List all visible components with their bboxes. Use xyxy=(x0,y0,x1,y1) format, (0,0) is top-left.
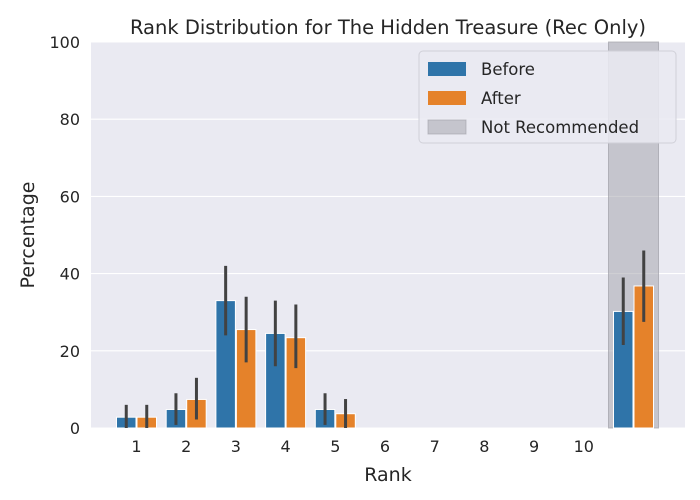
legend-box xyxy=(418,50,677,144)
x-tick-label: 10 xyxy=(574,437,594,456)
x-axis-label: Rank xyxy=(364,464,411,486)
x-tick-label: 6 xyxy=(380,437,390,456)
x-tick-label: 1 xyxy=(131,437,141,456)
y-axis-label: Percentage xyxy=(17,182,39,289)
x-tick-label: 4 xyxy=(281,437,291,456)
chart-title: Rank Distribution for The Hidden Treasur… xyxy=(130,16,646,39)
y-tick-label: 40 xyxy=(60,265,80,284)
x-tick-label: 9 xyxy=(529,437,539,456)
x-tick-label: 2 xyxy=(181,437,191,456)
x-tick-label: 8 xyxy=(479,437,489,456)
y-tick-label: 100 xyxy=(49,33,80,52)
error-bars xyxy=(124,250,646,428)
legend: Before After Not Recommended xyxy=(418,50,677,144)
legend-swatch xyxy=(428,62,466,76)
y-tick-label: 80 xyxy=(60,110,80,129)
y-tick-label: 60 xyxy=(60,187,80,206)
y-tick-label: 0 xyxy=(70,419,80,438)
legend-label: After xyxy=(481,89,521,108)
x-tick-labels: 1 2 3 4 5 6 7 8 9 10 xyxy=(131,437,594,456)
y-tick-label: 20 xyxy=(60,342,80,361)
legend-label: Not Recommended xyxy=(481,118,639,137)
y-tick-labels: 0 20 40 60 80 100 xyxy=(49,33,80,438)
legend-swatch xyxy=(427,119,467,135)
legend-swatch xyxy=(428,91,466,105)
legend-label: Before xyxy=(481,60,535,79)
x-tick-label: 5 xyxy=(330,437,340,456)
x-tick-label: 7 xyxy=(430,437,440,456)
x-tick-label: 3 xyxy=(231,437,241,456)
